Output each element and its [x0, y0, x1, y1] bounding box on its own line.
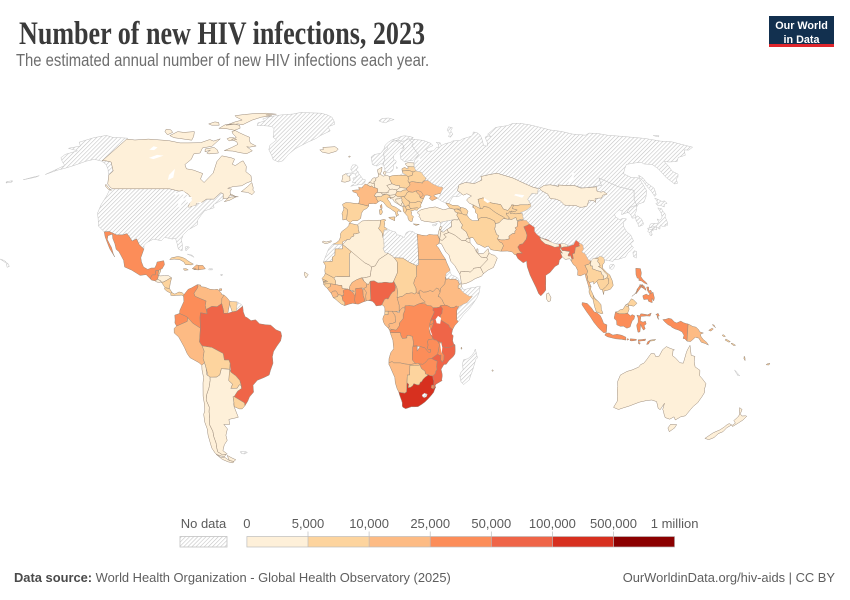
- svg-text:No data: No data: [181, 516, 227, 531]
- svg-text:100,000: 100,000: [529, 516, 576, 531]
- svg-text:0: 0: [243, 516, 250, 531]
- svg-text:50,000: 50,000: [471, 516, 511, 531]
- svg-text:25,000: 25,000: [410, 516, 450, 531]
- svg-text:10,000: 10,000: [349, 516, 389, 531]
- svg-text:500,000: 500,000: [590, 516, 637, 531]
- svg-text:5,000: 5,000: [292, 516, 325, 531]
- svg-text:1 million: 1 million: [651, 516, 699, 531]
